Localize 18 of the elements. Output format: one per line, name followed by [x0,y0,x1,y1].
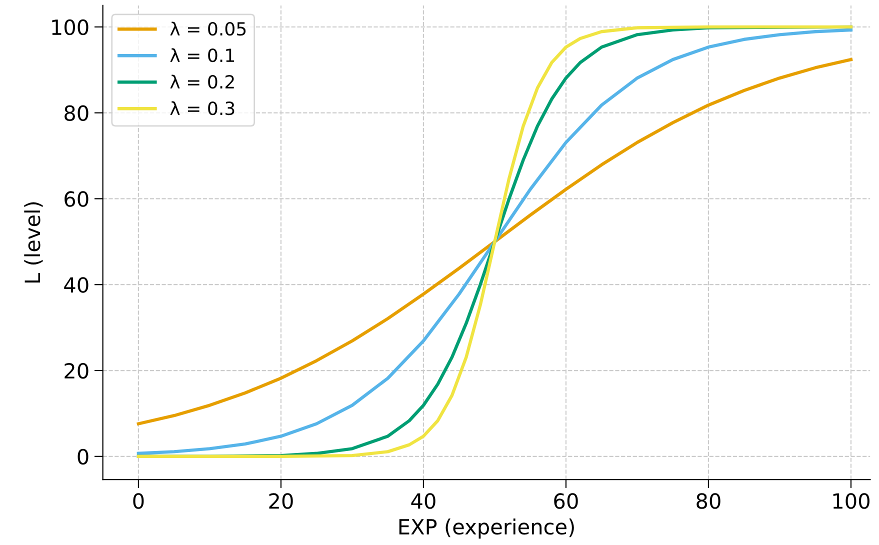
x-tick-label: 20 [269,493,293,509]
x-tick-label: 100 [833,493,870,509]
legend-label: λ = 0.05 [170,22,246,36]
y-axis-title: L (level) [24,202,43,282]
legend-label: λ = 0.1 [170,48,234,62]
x-tick-label: 80 [696,493,720,509]
x-axis-title: EXP (experience) [399,518,574,539]
x-tick-label: 60 [554,493,578,509]
y-tick-label: 80 [64,105,88,122]
y-tick-label: 100 [52,19,88,36]
legend-label: λ = 0.2 [170,74,234,89]
y-tick-label: 60 [64,191,88,207]
y-tick-label: 40 [64,277,88,293]
legend-label: λ = 0.3 [170,101,234,116]
y-tick-label: 0 [78,448,88,465]
x-tick-label: 40 [411,493,436,509]
y-tick-label: 20 [64,362,88,379]
x-tick-label: 0 [133,493,144,509]
